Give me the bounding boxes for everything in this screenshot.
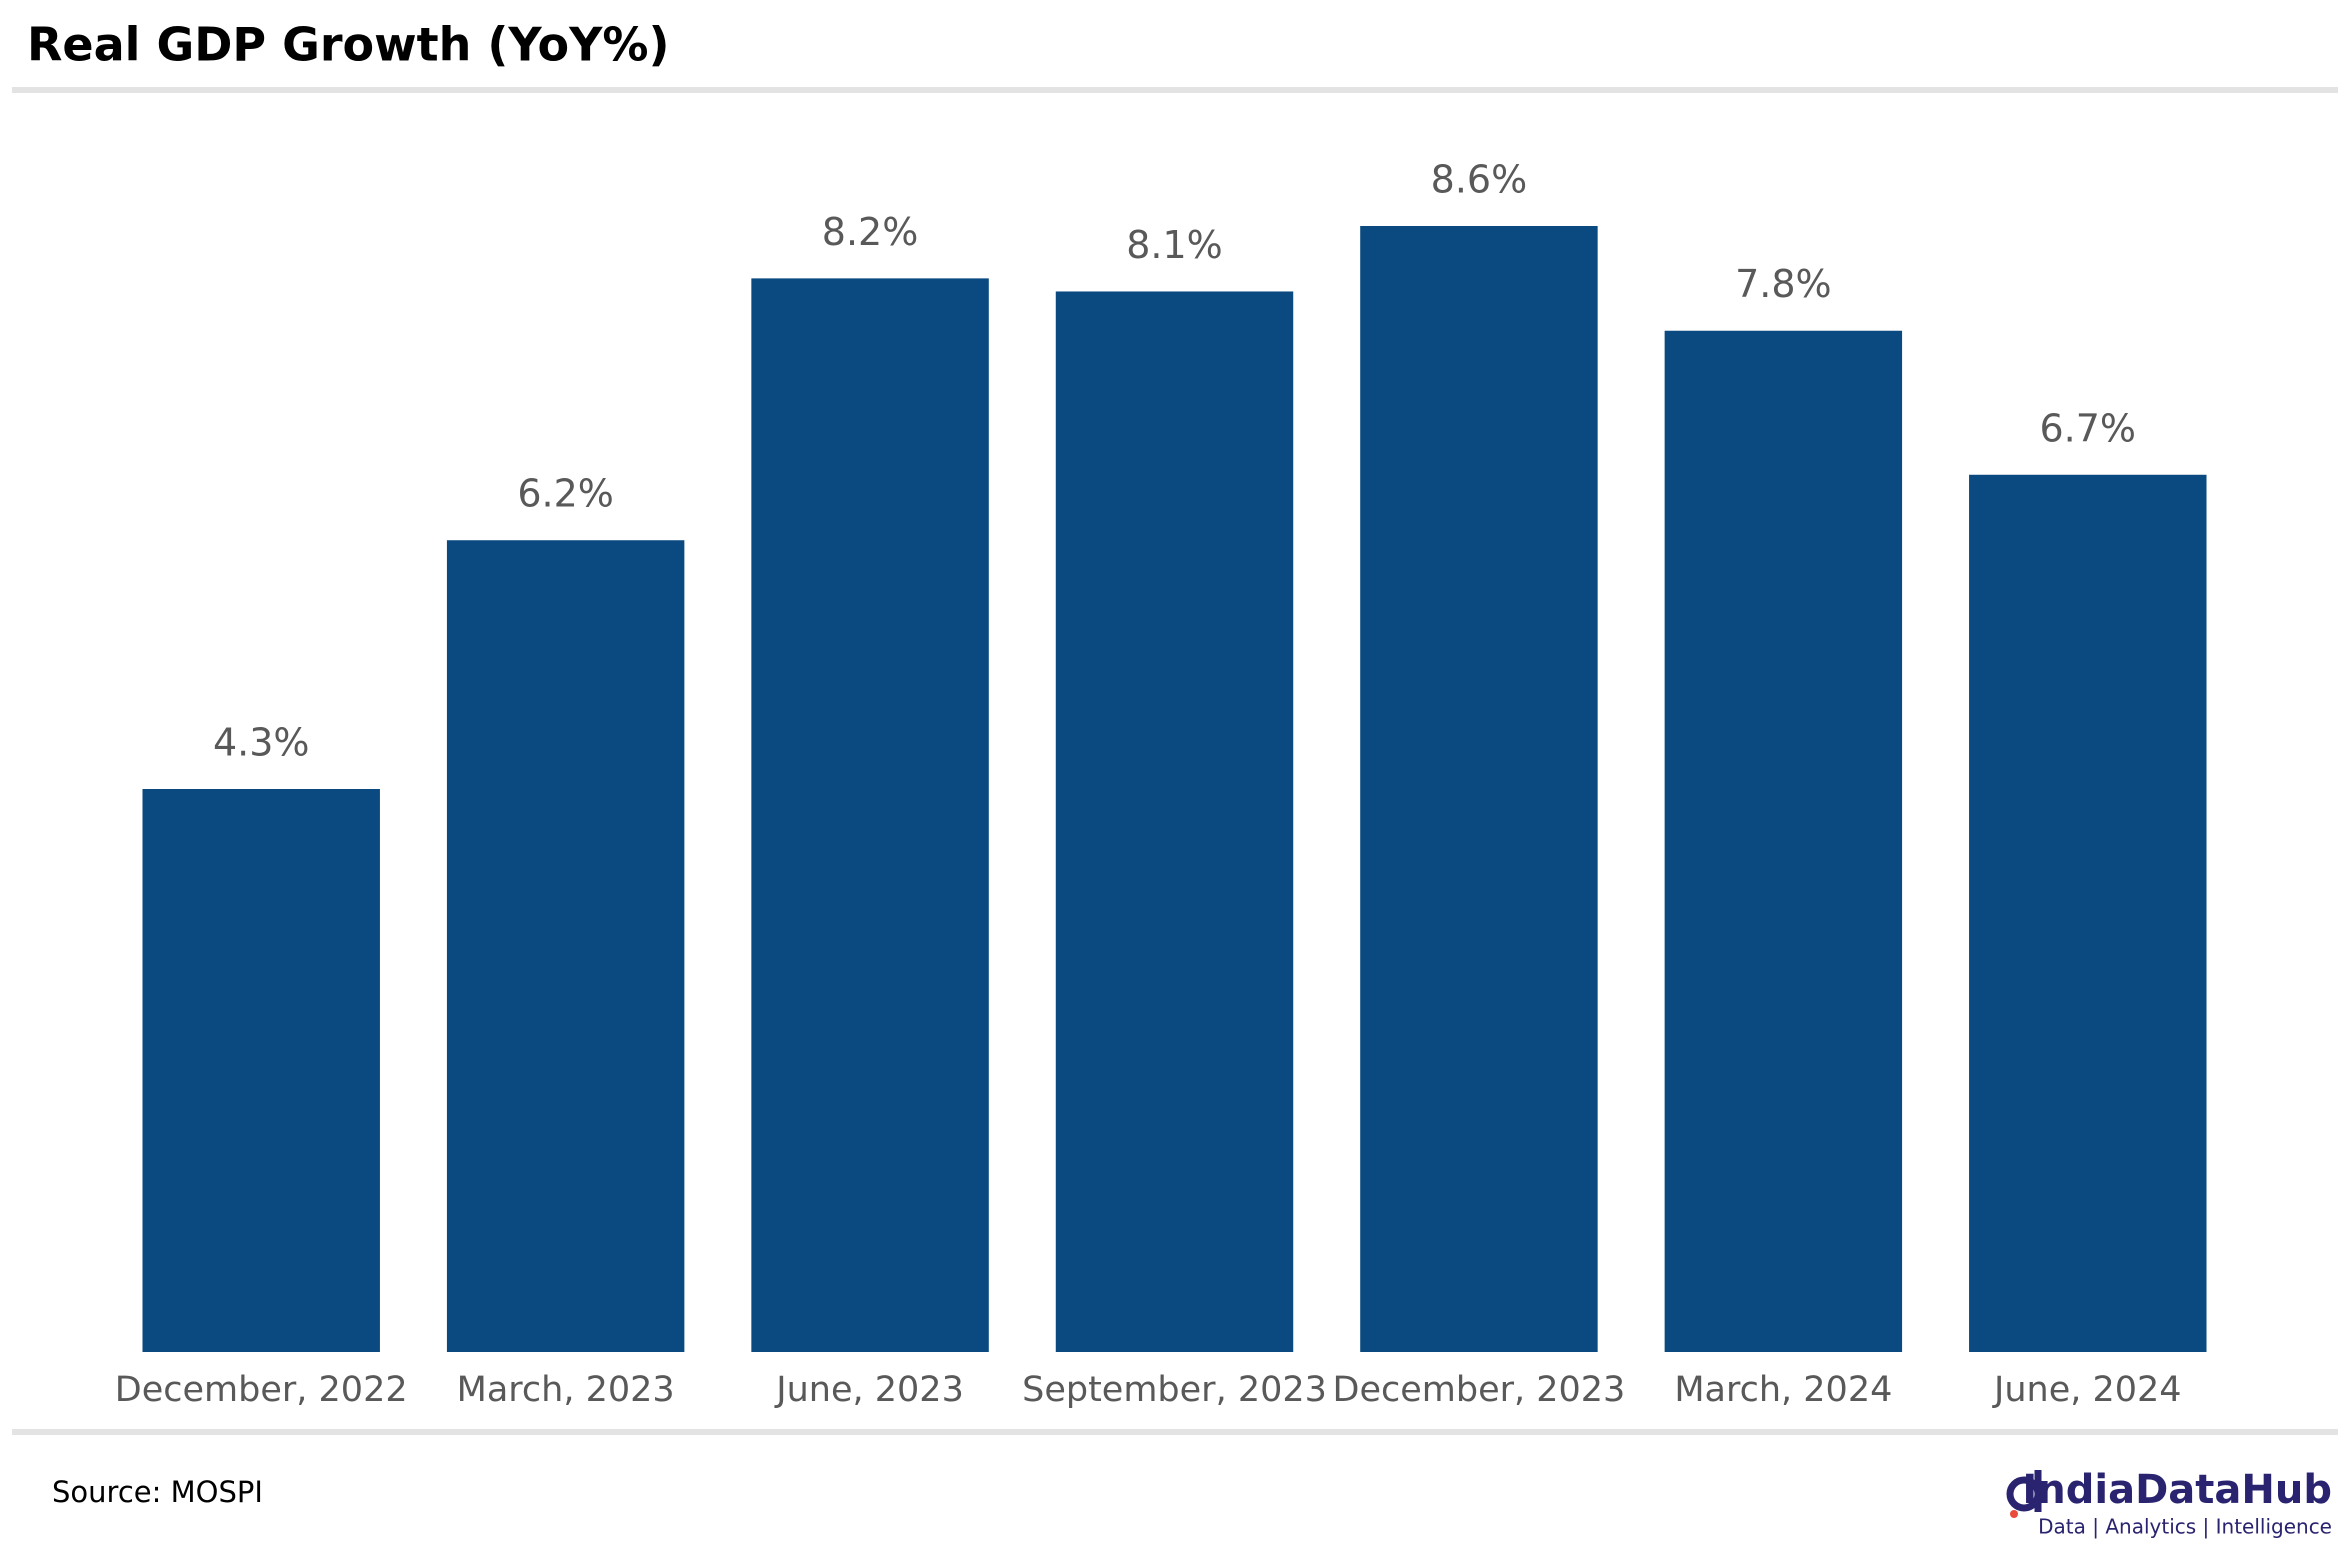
bar [1055,291,1294,1353]
x-tick-label: September, 2023 [1022,1370,1327,1410]
divider [12,1429,2338,1435]
brand-tagline: Data | Analytics | Intelligence [2038,1515,2332,1539]
bar [1360,226,1598,1352]
x-tick-label: March, 2024 [1674,1370,1892,1410]
data-label: 8.1% [1126,223,1223,267]
brand-name: IndiaDataHub [2022,1467,2332,1513]
bar [446,540,685,1352]
bar [1664,330,1903,1353]
logo-icon [2006,1470,2042,1518]
divider [12,87,2338,93]
chart-title: Real GDP Growth (YoY%) [27,18,670,72]
data-label: 6.7% [2040,406,2137,450]
bar [751,278,989,1353]
data-label: 8.6% [1431,158,1528,202]
bar [1969,474,2207,1352]
source-note: Source: MOSPI [52,1475,263,1509]
data-label: 4.3% [213,721,310,765]
bar [142,789,380,1352]
x-tick-label: June, 2023 [774,1370,964,1410]
x-tick-label: March, 2023 [457,1370,675,1410]
data-label: 7.8% [1735,262,1832,306]
x-tick-label: December, 2023 [1333,1370,1626,1410]
x-tick-label: December, 2022 [115,1370,408,1410]
data-label: 6.2% [517,472,614,516]
x-tick-label: June, 2024 [1992,1370,2182,1410]
data-label: 8.2% [822,210,919,254]
